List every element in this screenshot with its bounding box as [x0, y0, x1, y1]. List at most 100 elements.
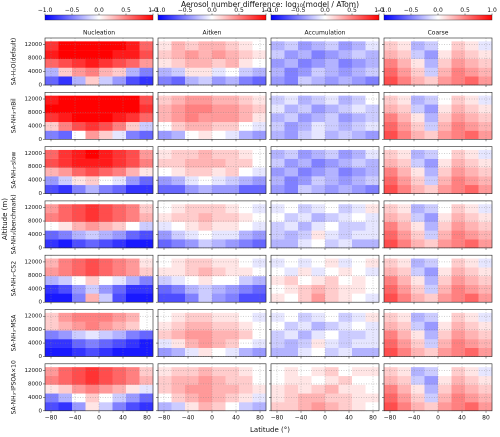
heat-cell	[311, 367, 326, 377]
heat-cell	[311, 393, 326, 403]
heat-cell	[72, 393, 86, 403]
heat-cell	[338, 375, 353, 385]
heat-cell	[72, 212, 86, 222]
heat-cell	[139, 267, 154, 277]
heat-cell	[185, 113, 199, 123]
heat-cell	[284, 212, 299, 222]
heat-cell	[424, 121, 439, 131]
column-title: Nucleation	[83, 30, 115, 37]
heat-cell	[424, 330, 439, 340]
heat-cell	[384, 149, 398, 159]
heat-cell	[411, 375, 425, 385]
heat-cell	[365, 258, 380, 268]
heat-cell	[465, 267, 479, 277]
colorbar-tick-label: −0.5	[291, 7, 306, 14]
heat-cell	[352, 58, 366, 68]
heat-cell	[325, 293, 339, 303]
heat-cell	[126, 312, 140, 322]
heat-cell	[158, 204, 172, 214]
y-tick-label: 4000	[28, 69, 42, 75]
heat-cell	[365, 67, 380, 77]
heat-cell	[252, 293, 267, 303]
y-tick-label: 8000	[28, 273, 42, 279]
heat-cell	[185, 41, 199, 51]
heat-cell	[239, 321, 253, 331]
heat-cell	[158, 402, 172, 411]
heat-cell	[352, 167, 366, 177]
y-tick-label: 12000	[25, 259, 43, 265]
heat-cell	[112, 347, 127, 357]
heat-cell	[325, 212, 339, 222]
heat-cell	[45, 402, 59, 411]
heat-cell	[384, 204, 398, 214]
heat-cell	[451, 76, 466, 86]
x-tick-label: 0	[436, 414, 440, 421]
heat-cell	[465, 339, 479, 348]
heat-cell	[465, 158, 479, 168]
heat-cell	[397, 58, 412, 68]
heat-cell	[239, 230, 253, 240]
panel-frame	[270, 92, 380, 140]
heat-cell	[198, 312, 213, 322]
heat-cell	[99, 212, 113, 222]
panel-frame	[383, 254, 493, 303]
heat-cell	[311, 258, 326, 268]
heat-cell	[139, 184, 154, 194]
heat-cell	[384, 41, 398, 51]
heat-cell	[45, 184, 59, 194]
heat-cell	[158, 176, 172, 186]
heat-cell	[298, 384, 312, 394]
heat-cell	[284, 221, 299, 231]
x-tick-label: −40	[295, 414, 308, 421]
heat-cell	[352, 347, 366, 357]
heat-cell	[72, 50, 86, 60]
heat-cell	[212, 258, 226, 268]
heat-cell	[424, 50, 439, 60]
heat-cell	[397, 167, 412, 177]
heat-cell	[411, 339, 425, 348]
heat-cell	[424, 384, 439, 394]
heat-cell	[298, 130, 312, 140]
x-tick-label: −80	[45, 414, 58, 421]
heat-cell	[284, 276, 299, 285]
heat-cell	[45, 284, 59, 294]
heat-cell	[338, 158, 353, 168]
heat-cell	[239, 41, 253, 51]
heat-cell	[424, 212, 439, 222]
heat-cell	[338, 149, 353, 159]
heat-cell	[451, 121, 466, 131]
y-tick-label: 4000	[28, 232, 42, 238]
heat-cell	[58, 41, 73, 51]
heat-cell	[158, 321, 172, 331]
heat-cell	[212, 375, 226, 385]
heat-cell	[438, 339, 452, 348]
heat-cell	[478, 221, 493, 231]
heat-cell	[171, 58, 186, 68]
heat-cell	[112, 375, 127, 385]
heat-cell	[45, 204, 59, 214]
heat-cell	[225, 221, 240, 231]
heat-cell	[424, 176, 439, 186]
heat-cell	[424, 76, 439, 86]
heat-cell	[198, 184, 213, 194]
heat-cell	[198, 212, 213, 222]
heat-cell	[311, 284, 326, 294]
heat-cell	[325, 402, 339, 411]
heat-cell	[212, 76, 226, 86]
heat-cell	[239, 204, 253, 214]
heat-cell	[58, 95, 73, 105]
heat-cell	[158, 95, 172, 105]
heat-cell	[271, 339, 285, 348]
heat-cell	[352, 50, 366, 60]
heat-cell	[365, 367, 380, 377]
heat-cell	[126, 176, 140, 186]
heat-cell	[438, 293, 452, 303]
heat-cell	[298, 76, 312, 86]
heat-cell	[438, 276, 452, 285]
heat-cell	[126, 393, 140, 403]
heat-cell	[185, 149, 199, 159]
heat-cell	[126, 95, 140, 105]
panel-frame	[44, 200, 154, 249]
heat-cell	[112, 176, 127, 186]
heat-cell	[85, 204, 100, 214]
